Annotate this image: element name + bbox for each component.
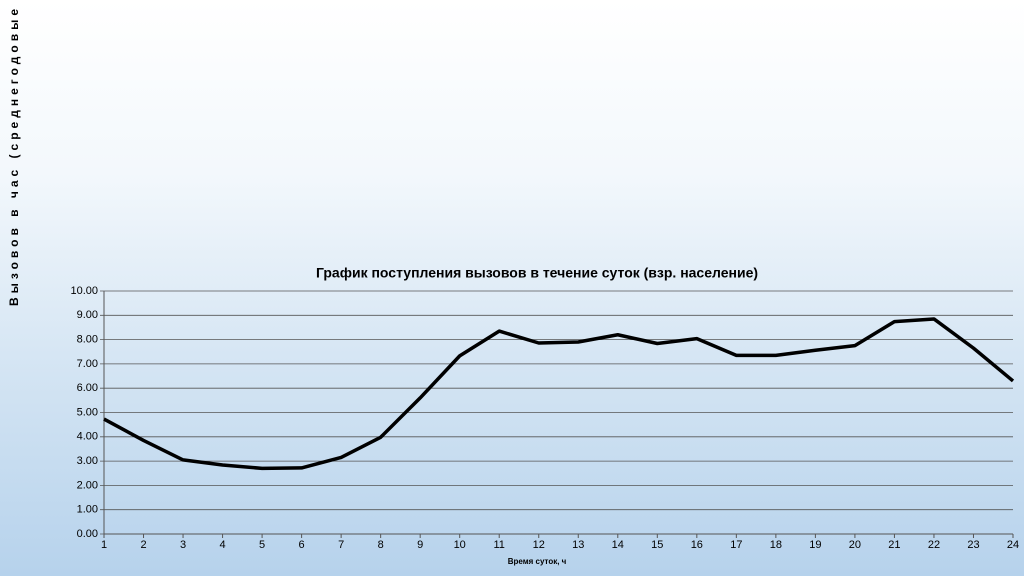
y-axis-label-group: Вызовов в час (среднегодовые процент [7, 0, 21, 306]
x-tick-label: 6 [299, 539, 305, 551]
x-tick-label: 9 [417, 539, 423, 551]
y-tick-label: 7.00 [77, 358, 98, 370]
x-axis-label: Время суток, ч [508, 557, 567, 566]
x-tick-label: 23 [967, 539, 979, 551]
x-tick-label: 18 [770, 539, 782, 551]
x-tick-label: 11 [494, 539, 505, 551]
y-tick-label: 4.00 [77, 431, 98, 443]
x-tick-label: 10 [454, 539, 466, 551]
y-tick-label: 0.00 [77, 528, 98, 540]
x-tick-label: 16 [691, 539, 703, 551]
x-tick-label: 15 [651, 539, 663, 551]
x-tick-label: 21 [888, 539, 900, 551]
x-tick-label: 13 [572, 539, 584, 551]
x-tick-label: 8 [378, 539, 384, 551]
x-tick-label: 12 [533, 539, 545, 551]
data-line [103, 317, 1015, 471]
x-tick-label: 1 [101, 539, 107, 551]
y-tick-label: 1.00 [77, 504, 98, 516]
y-axis-label: Вызовов в час (среднегодовые процент [7, 0, 21, 306]
x-tick-label: 22 [928, 539, 940, 551]
x-tick-label: 3 [180, 539, 186, 551]
y-tick-label: 5.00 [77, 406, 98, 418]
x-tick-label: 19 [809, 539, 821, 551]
y-tick-label: 9.00 [77, 309, 98, 321]
x-tick-label: 2 [140, 539, 146, 551]
y-tick-label: 2.00 [77, 479, 98, 491]
x-tick-label: 4 [220, 539, 226, 551]
y-tick-label: 10.00 [70, 285, 98, 297]
x-tick-label: 17 [730, 539, 742, 551]
x-tick-label: 7 [338, 539, 344, 551]
x-tick-label: 14 [612, 539, 624, 551]
chart-title: График поступления вызовов в течение сут… [316, 265, 758, 281]
y-tick-label: 8.00 [77, 334, 98, 346]
x-tick-label: 20 [849, 539, 861, 551]
x-tick-label: 24 [1007, 539, 1019, 551]
y-tick-label: 3.00 [77, 455, 98, 467]
x-tick-label: 5 [259, 539, 265, 551]
y-tick-label: 6.00 [77, 382, 98, 394]
